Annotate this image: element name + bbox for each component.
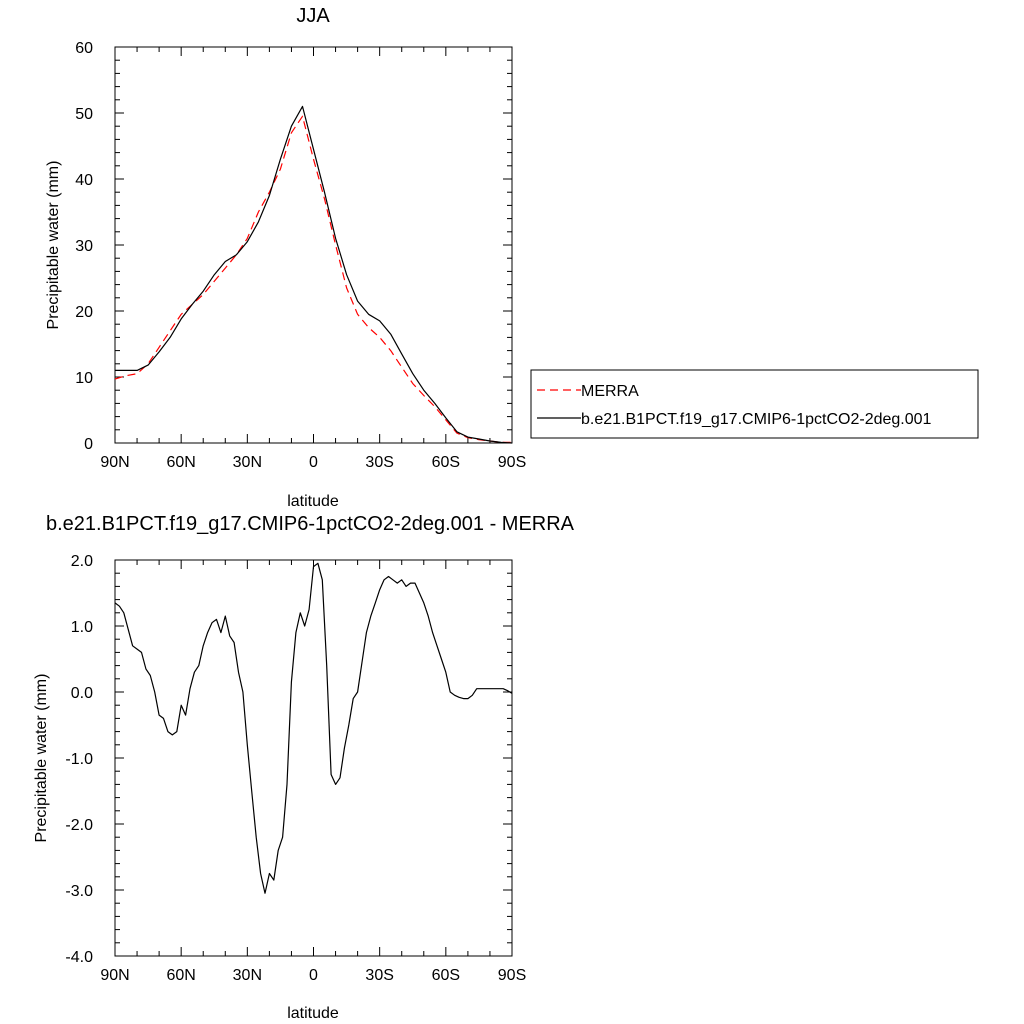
x-tick-label: 90S [498, 967, 526, 984]
series-line [114, 562, 513, 894]
y-tick-label: 60 [75, 40, 93, 57]
x-tick-label: 30S [365, 454, 393, 471]
chart-title: b.e21.B1PCT.f19_g17.CMIP6-1pctCO2-2deg.0… [46, 513, 575, 535]
x-tick-label: 60N [166, 454, 195, 471]
x-axis-label: latitude [287, 493, 339, 510]
y-tick-label: -1.0 [65, 751, 93, 768]
axis-ticks [114, 46, 513, 444]
y-tick-label: 1.0 [71, 619, 93, 636]
x-tick-label: 30S [365, 967, 393, 984]
difference-line-chart: b.e21.B1PCT.f19_g17.CMIP6-1pctCO2-2deg.0… [33, 513, 575, 1022]
tick-labels: 90N 60N 30N 0 30S 60S 90S 0 10 20 30 40 50 60 [75, 40, 526, 471]
y-tick-label: -3.0 [65, 883, 93, 900]
y-tick-label: -2.0 [65, 817, 93, 834]
series-layer [114, 562, 513, 894]
x-tick-label: 60S [432, 454, 460, 471]
legend-label-merra: MERRA [581, 383, 639, 400]
legend-label-model: b.e21.B1PCT.f19_g17.CMIP6-1pctCO2-2deg.0… [581, 411, 932, 428]
y-axis-label: Precipitable water (mm) [45, 161, 62, 330]
x-tick-label: 0 [309, 967, 318, 984]
y-axis-label: Precipitable water (mm) [33, 674, 50, 843]
y-tick-label: 50 [75, 106, 93, 123]
series-line-merra [114, 115, 512, 443]
series-layer [114, 105, 513, 444]
x-tick-label: 60N [166, 967, 195, 984]
x-tick-label: 90N [100, 967, 129, 984]
y-tick-label: 0 [84, 436, 93, 453]
series-line-b-e21-b1pct-f19-g17-cmip6-1pctco2-2deg-001 [115, 105, 513, 444]
y-tick-label: 2.0 [71, 553, 93, 570]
y-tick-label: 30 [75, 238, 93, 255]
x-tick-label: 90S [498, 454, 526, 471]
x-tick-label: 0 [309, 454, 318, 471]
x-tick-label: 90N [100, 454, 129, 471]
y-tick-label: 10 [75, 370, 93, 387]
tick-labels: 90N 60N 30N 0 30S 60S 90S 2.0 1.0 0.0 -1.0 -2.0 -3.0… [65, 553, 526, 984]
axis-ticks [114, 559, 513, 957]
y-tick-label: -4.0 [65, 949, 93, 966]
plot-frame [114, 559, 513, 957]
legend-box [530, 369, 979, 439]
x-axis-label: latitude [287, 1005, 339, 1022]
y-tick-label: 0.0 [71, 685, 93, 702]
chart-title: JJA [296, 5, 330, 27]
x-tick-label: 30N [233, 967, 262, 984]
legend: MERRA b.e21.B1PCT.f19_g17.CMIP6-1pctCO2-… [530, 369, 979, 439]
y-tick-label: 40 [75, 172, 93, 189]
x-tick-label: 30N [233, 454, 262, 471]
x-tick-label: 60S [432, 967, 460, 984]
plot-frame [114, 46, 513, 444]
y-tick-label: 20 [75, 304, 93, 321]
precipitable-water-line-chart: JJA 90N 60N 30N 0 30S 60S 90S 0 10 20 30 40 50 60 lat… [45, 5, 526, 510]
